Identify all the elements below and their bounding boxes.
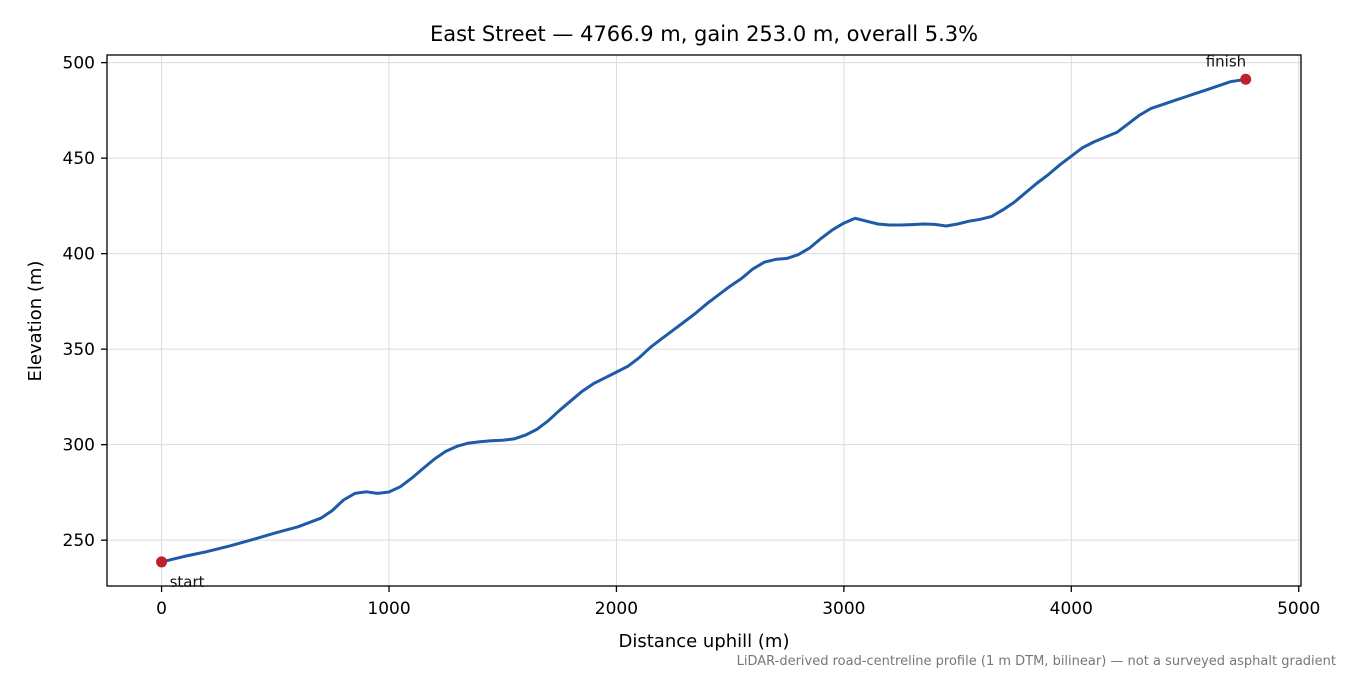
start-marker (156, 556, 168, 568)
x-axis-label: Distance uphill (m) (619, 631, 790, 652)
x-tick-label: 0 (156, 599, 167, 619)
y-tick-label: 350 (63, 340, 95, 360)
y-tick-label: 300 (63, 436, 95, 456)
plot-frame (106, 54, 1302, 587)
y-tick-label: 500 (63, 54, 95, 74)
data-layer (160, 77, 1248, 564)
grid-layer (107, 55, 1301, 586)
tick-layer: 0 1000 2000 3000 4000 5000 250 300 350 400 450 500 (63, 54, 1321, 619)
footnote: LiDAR-derived road-centreline profile (1… (737, 654, 1336, 669)
x-tick-label: 1000 (367, 599, 410, 619)
y-tick-label: 400 (63, 245, 95, 265)
y-tick-label: 250 (63, 531, 95, 551)
finish-label: finish (1206, 52, 1246, 70)
y-axis-label: Elevation (m) (25, 261, 46, 382)
x-tick-label: 2000 (595, 599, 638, 619)
y-tick-label: 450 (63, 149, 95, 169)
x-tick-label: 5000 (1277, 599, 1320, 619)
x-tick-label: 3000 (822, 599, 865, 619)
chart-title: East Street — 4766.9 m, gain 253.0 m, ov… (430, 22, 978, 46)
finish-marker (1240, 73, 1252, 85)
elevation-profile-line (160, 77, 1248, 564)
annotation-layer: start finish (156, 52, 1252, 591)
x-tick-label: 4000 (1050, 599, 1093, 619)
start-label: start (170, 573, 205, 591)
